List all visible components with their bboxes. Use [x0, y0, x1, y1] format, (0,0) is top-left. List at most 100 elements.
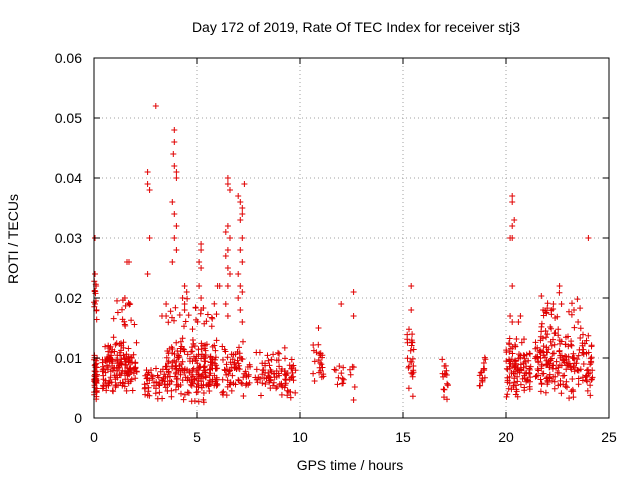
- data-point: [588, 359, 595, 366]
- data-point: [146, 187, 153, 193]
- data-point: [227, 235, 233, 241]
- data-point: [173, 175, 180, 181]
- data-point: [553, 358, 560, 365]
- data-point: [198, 355, 205, 362]
- data-point: [243, 380, 250, 387]
- data-point: [527, 363, 534, 370]
- data-point: [262, 381, 269, 387]
- data-point: [340, 376, 347, 383]
- data-point: [151, 382, 157, 389]
- data-point: [550, 301, 557, 307]
- data-point: [200, 390, 207, 396]
- data-point: [513, 336, 520, 342]
- data-point: [319, 364, 326, 371]
- data-point: [547, 357, 554, 364]
- data-point: [247, 363, 254, 370]
- data-point: [577, 335, 584, 341]
- data-point: [579, 377, 586, 384]
- data-point: [409, 355, 416, 362]
- y-tick-label: 0.03: [55, 230, 82, 246]
- data-point: [288, 365, 295, 372]
- data-point: [105, 364, 112, 371]
- data-point: [166, 345, 173, 352]
- data-point: [539, 370, 546, 377]
- data-point: [548, 307, 555, 314]
- data-point: [181, 369, 188, 376]
- data-point: [163, 313, 170, 319]
- data-point: [253, 366, 260, 373]
- data-point: [115, 364, 122, 371]
- x-axis-label: GPS time / hours: [297, 457, 404, 473]
- data-point: [229, 372, 236, 379]
- data-point: [517, 381, 524, 388]
- data-point: [133, 339, 140, 346]
- data-point: [220, 388, 227, 395]
- data-point: [515, 319, 522, 325]
- data-point: [162, 384, 169, 391]
- data-point: [339, 380, 346, 387]
- data-point: [274, 383, 281, 390]
- data-point: [577, 325, 584, 332]
- data-point: [226, 367, 233, 374]
- data-point: [517, 361, 524, 368]
- x-tick-label: 15: [395, 429, 411, 445]
- data-point: [259, 371, 266, 378]
- data-point: [123, 387, 130, 394]
- data-point: [563, 378, 570, 385]
- data-point: [505, 385, 512, 392]
- data-point: [163, 354, 170, 361]
- data-point: [133, 368, 140, 375]
- data-point: [181, 307, 188, 313]
- data-point: [222, 348, 229, 355]
- data-point: [537, 348, 544, 355]
- data-point: [318, 361, 325, 368]
- y-tick-label: 0.02: [55, 290, 82, 306]
- data-point: [207, 359, 214, 366]
- data-point: [93, 387, 100, 394]
- data-point: [532, 339, 539, 346]
- data-point: [550, 336, 556, 343]
- data-point: [198, 247, 205, 253]
- data-point: [142, 391, 149, 398]
- data-point: [517, 313, 524, 319]
- data-point: [181, 348, 188, 355]
- data-point: [338, 370, 345, 377]
- data-point: [175, 383, 182, 390]
- data-point: [571, 307, 577, 313]
- data-point: [551, 341, 558, 348]
- data-point: [193, 353, 200, 360]
- data-point: [119, 379, 126, 386]
- data-point: [207, 370, 214, 377]
- data-point: [184, 374, 191, 381]
- data-point: [114, 309, 121, 316]
- data-point: [589, 376, 595, 383]
- data-point: [239, 205, 246, 211]
- data-point: [169, 314, 175, 321]
- data-point: [121, 321, 128, 328]
- data-point: [237, 199, 244, 205]
- data-point: [577, 305, 584, 312]
- data-point: [246, 379, 253, 386]
- data-point: [127, 301, 134, 307]
- data-point: [186, 369, 193, 376]
- data-point: [540, 352, 547, 359]
- chart-title: Day 172 of 2019, Rate Of TEC Index for r…: [192, 19, 520, 35]
- data-point: [173, 358, 180, 365]
- data-point: [506, 341, 513, 348]
- data-point: [404, 339, 411, 346]
- data-point: [532, 353, 539, 360]
- data-point: [477, 369, 484, 376]
- data-point: [544, 361, 551, 368]
- data-point: [212, 354, 219, 361]
- data-point: [92, 301, 98, 307]
- data-point: [165, 358, 172, 365]
- data-point: [555, 382, 562, 389]
- data-point: [441, 386, 448, 393]
- data-point: [266, 362, 273, 369]
- data-point: [105, 382, 112, 389]
- data-point: [154, 395, 161, 402]
- data-point: [521, 384, 528, 391]
- data-point: [216, 283, 223, 289]
- data-point: [445, 382, 451, 388]
- data-point: [263, 375, 270, 382]
